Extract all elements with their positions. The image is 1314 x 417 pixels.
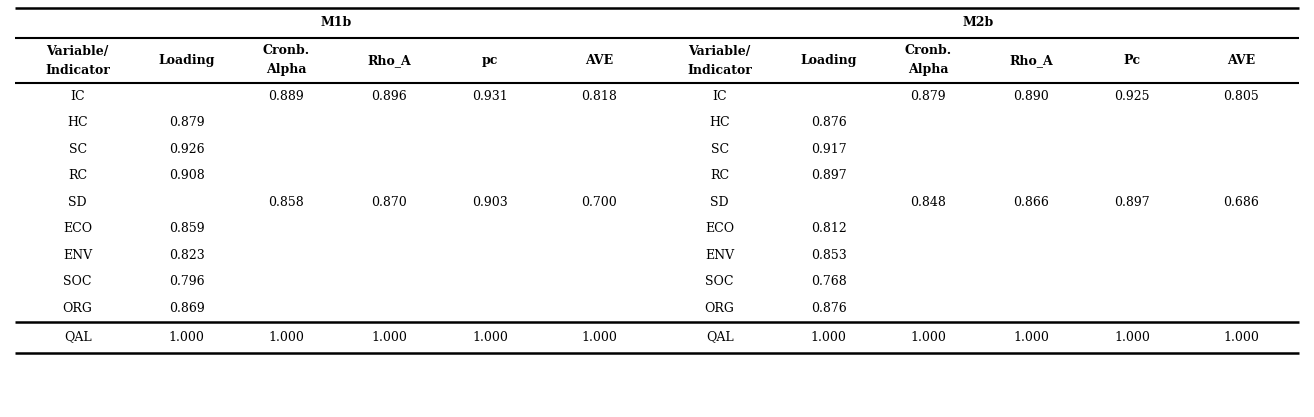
Text: 0.879: 0.879: [911, 90, 946, 103]
Text: SOC: SOC: [63, 275, 92, 288]
Text: 0.879: 0.879: [170, 116, 205, 129]
Text: ORG: ORG: [704, 302, 735, 315]
Text: 0.903: 0.903: [472, 196, 509, 209]
Text: IC: IC: [70, 90, 85, 103]
Text: SC: SC: [711, 143, 729, 156]
Text: ORG: ORG: [63, 302, 92, 315]
Text: 0.925: 0.925: [1114, 90, 1150, 103]
Text: 0.866: 0.866: [1013, 196, 1049, 209]
Text: AVE: AVE: [1227, 54, 1255, 67]
Text: RC: RC: [710, 169, 729, 182]
Text: 0.926: 0.926: [170, 143, 205, 156]
Text: 0.853: 0.853: [811, 249, 846, 262]
Text: 1.000: 1.000: [268, 331, 304, 344]
Text: 1.000: 1.000: [1013, 331, 1049, 344]
Text: Alpha: Alpha: [265, 63, 306, 76]
Text: M1b: M1b: [321, 17, 352, 30]
Text: 0.876: 0.876: [811, 116, 846, 129]
Text: Alpha: Alpha: [908, 63, 949, 76]
Text: SOC: SOC: [706, 275, 733, 288]
Text: ENV: ENV: [63, 249, 92, 262]
Text: QAL: QAL: [706, 331, 733, 344]
Text: HC: HC: [67, 116, 88, 129]
Text: 1.000: 1.000: [371, 331, 407, 344]
Text: AVE: AVE: [585, 54, 614, 67]
Text: 0.876: 0.876: [811, 302, 846, 315]
Text: 0.889: 0.889: [268, 90, 304, 103]
Text: ENV: ENV: [706, 249, 735, 262]
Text: SD: SD: [711, 196, 729, 209]
Text: HC: HC: [710, 116, 729, 129]
Text: 0.917: 0.917: [811, 143, 846, 156]
Text: 0.818: 0.818: [581, 90, 618, 103]
Text: 0.700: 0.700: [581, 196, 618, 209]
Text: ECO: ECO: [706, 222, 735, 235]
Text: Loading: Loading: [800, 54, 857, 67]
Text: 1.000: 1.000: [1114, 331, 1150, 344]
Text: 1.000: 1.000: [811, 331, 846, 344]
Text: M2b: M2b: [962, 17, 993, 30]
Text: 0.805: 0.805: [1223, 90, 1259, 103]
Text: 0.858: 0.858: [268, 196, 304, 209]
Text: Cronb.: Cronb.: [904, 45, 951, 58]
Text: 0.897: 0.897: [811, 169, 846, 182]
Text: RC: RC: [68, 169, 87, 182]
Text: 0.812: 0.812: [811, 222, 846, 235]
Text: pc: pc: [482, 54, 498, 67]
Text: IC: IC: [712, 90, 727, 103]
Text: 0.908: 0.908: [170, 169, 205, 182]
Text: 0.870: 0.870: [371, 196, 407, 209]
Text: Pc: Pc: [1123, 54, 1141, 67]
Text: SC: SC: [68, 143, 87, 156]
Text: Indicator: Indicator: [687, 63, 752, 76]
Text: Loading: Loading: [159, 54, 215, 67]
Text: SD: SD: [68, 196, 87, 209]
Text: 0.859: 0.859: [170, 222, 205, 235]
Text: Variable/: Variable/: [46, 45, 109, 58]
Text: 1.000: 1.000: [581, 331, 618, 344]
Text: 0.897: 0.897: [1114, 196, 1150, 209]
Text: 0.823: 0.823: [170, 249, 205, 262]
Text: 0.896: 0.896: [371, 90, 407, 103]
Text: Variable/: Variable/: [689, 45, 750, 58]
Text: 0.869: 0.869: [170, 302, 205, 315]
Text: 0.848: 0.848: [911, 196, 946, 209]
Text: Rho_A: Rho_A: [367, 54, 411, 67]
Text: 0.931: 0.931: [472, 90, 509, 103]
Text: 1.000: 1.000: [472, 331, 509, 344]
Text: QAL: QAL: [64, 331, 92, 344]
Text: 1.000: 1.000: [1223, 331, 1259, 344]
Text: Rho_A: Rho_A: [1009, 54, 1053, 67]
Text: 1.000: 1.000: [168, 331, 205, 344]
Text: Cronb.: Cronb.: [263, 45, 310, 58]
Text: 1.000: 1.000: [911, 331, 946, 344]
Text: 0.768: 0.768: [811, 275, 846, 288]
Text: Indicator: Indicator: [45, 63, 110, 76]
Text: 0.796: 0.796: [170, 275, 205, 288]
Text: 0.686: 0.686: [1223, 196, 1259, 209]
Text: ECO: ECO: [63, 222, 92, 235]
Text: 0.890: 0.890: [1013, 90, 1049, 103]
